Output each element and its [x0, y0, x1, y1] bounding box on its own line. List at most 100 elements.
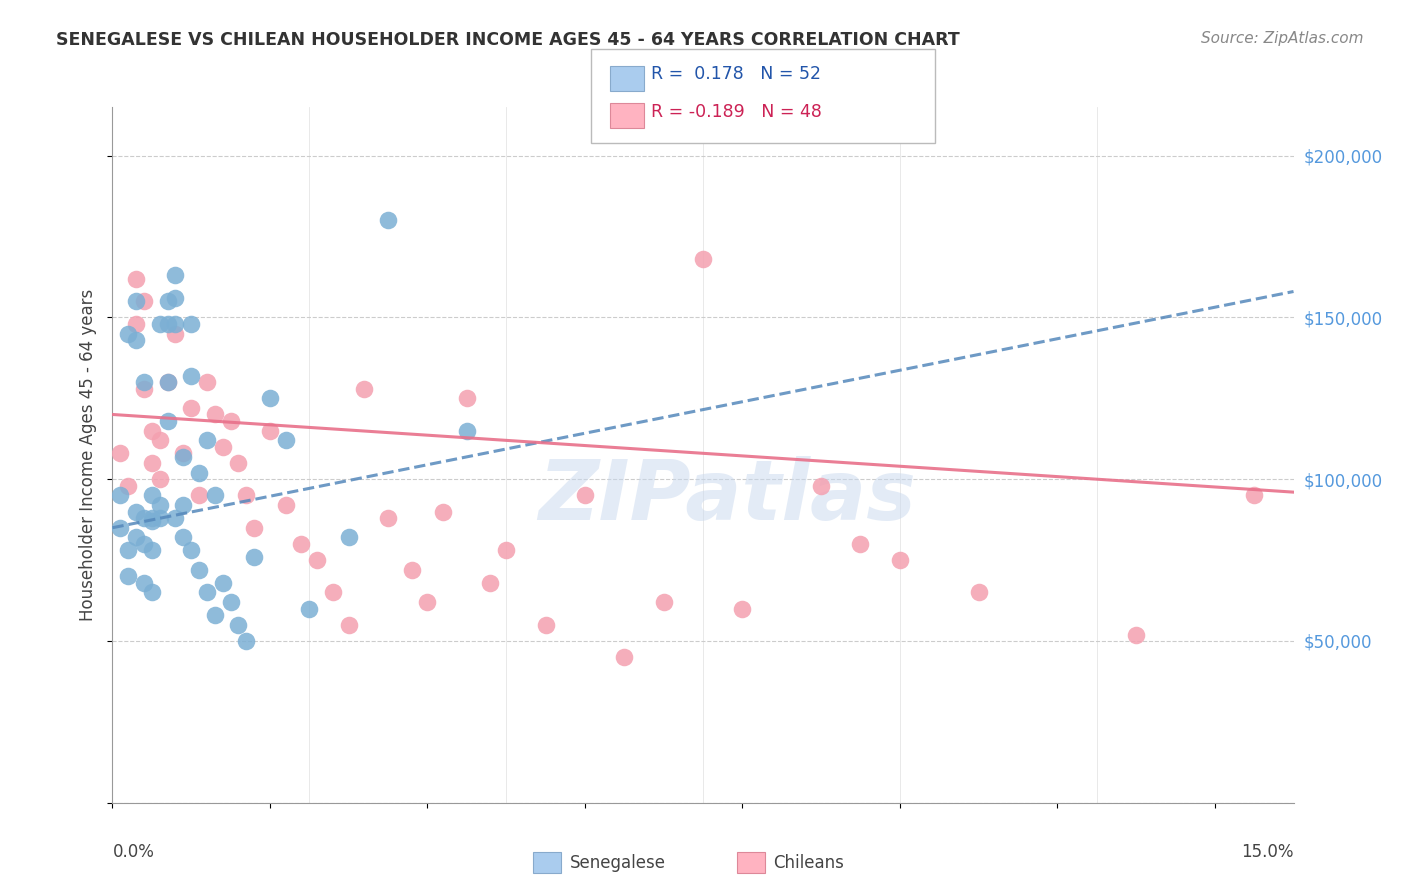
Point [165, 291, 187, 305]
Point [479, 575, 502, 590]
Point [125, 271, 148, 285]
Point [188, 488, 211, 502]
Point [141, 543, 163, 558]
Point [810, 478, 832, 492]
Point [377, 511, 399, 525]
Point [219, 595, 242, 609]
Point [117, 326, 139, 341]
Point [172, 498, 194, 512]
Point [613, 650, 636, 665]
Text: Chileans: Chileans [773, 854, 844, 871]
Point [274, 498, 297, 512]
Point [156, 375, 179, 389]
Point [228, 456, 250, 470]
Point [456, 392, 478, 406]
Point [156, 317, 179, 331]
Point [125, 333, 148, 347]
Point [132, 375, 155, 389]
Point [188, 563, 211, 577]
Point [165, 511, 187, 525]
Point [243, 521, 266, 535]
Point [534, 617, 557, 632]
Point [141, 488, 163, 502]
Point [204, 488, 226, 502]
Point [141, 511, 163, 525]
Point [149, 434, 172, 448]
Point [204, 608, 226, 623]
Point [195, 585, 218, 599]
Point [132, 537, 155, 551]
Point [243, 549, 266, 564]
Point [165, 317, 187, 331]
Point [307, 553, 329, 567]
Point [172, 450, 194, 464]
Point [117, 569, 139, 583]
Point [456, 424, 478, 438]
Point [219, 414, 242, 428]
Point [377, 213, 399, 227]
Point [259, 392, 281, 406]
Point [211, 440, 233, 454]
Text: Source: ZipAtlas.com: Source: ZipAtlas.com [1201, 31, 1364, 46]
Point [298, 601, 321, 615]
Point [156, 414, 179, 428]
Point [211, 575, 233, 590]
Point [1125, 627, 1147, 641]
Point [110, 521, 132, 535]
Point [132, 382, 155, 396]
Point [337, 617, 360, 632]
Point [165, 268, 187, 283]
Point [432, 504, 454, 518]
Point [165, 326, 187, 341]
Point [204, 408, 226, 422]
Point [731, 601, 754, 615]
Point [125, 294, 148, 309]
Point [337, 531, 360, 545]
Point [149, 317, 172, 331]
Point [132, 294, 155, 309]
Text: R =  0.178   N = 52: R = 0.178 N = 52 [651, 65, 821, 83]
Point [1243, 488, 1265, 502]
Point [652, 595, 675, 609]
Point [141, 424, 163, 438]
Point [889, 553, 911, 567]
Point [235, 488, 257, 502]
Point [110, 446, 132, 460]
Point [574, 488, 596, 502]
Point [180, 401, 202, 415]
Point [156, 375, 179, 389]
Point [188, 466, 211, 480]
Text: R = -0.189   N = 48: R = -0.189 N = 48 [651, 103, 823, 120]
Point [117, 543, 139, 558]
Text: 15.0%: 15.0% [1241, 843, 1294, 861]
Point [195, 434, 218, 448]
Point [416, 595, 439, 609]
Point [149, 511, 172, 525]
Point [125, 317, 148, 331]
Point [132, 511, 155, 525]
Text: ZIPatlas: ZIPatlas [537, 456, 915, 537]
Point [495, 543, 517, 558]
Point [322, 585, 344, 599]
Point [110, 488, 132, 502]
Point [274, 434, 297, 448]
Point [141, 514, 163, 528]
Point [172, 446, 194, 460]
Point [149, 472, 172, 486]
Point [353, 382, 375, 396]
Point [172, 531, 194, 545]
Text: SENEGALESE VS CHILEAN HOUSEHOLDER INCOME AGES 45 - 64 YEARS CORRELATION CHART: SENEGALESE VS CHILEAN HOUSEHOLDER INCOME… [56, 31, 960, 49]
Point [849, 537, 872, 551]
Point [180, 543, 202, 558]
Point [125, 531, 148, 545]
Point [125, 504, 148, 518]
Point [401, 563, 423, 577]
Point [195, 375, 218, 389]
Point [149, 498, 172, 512]
Text: 0.0%: 0.0% [112, 843, 155, 861]
Point [156, 294, 179, 309]
Point [117, 478, 139, 492]
Point [132, 575, 155, 590]
Point [180, 317, 202, 331]
Point [235, 634, 257, 648]
